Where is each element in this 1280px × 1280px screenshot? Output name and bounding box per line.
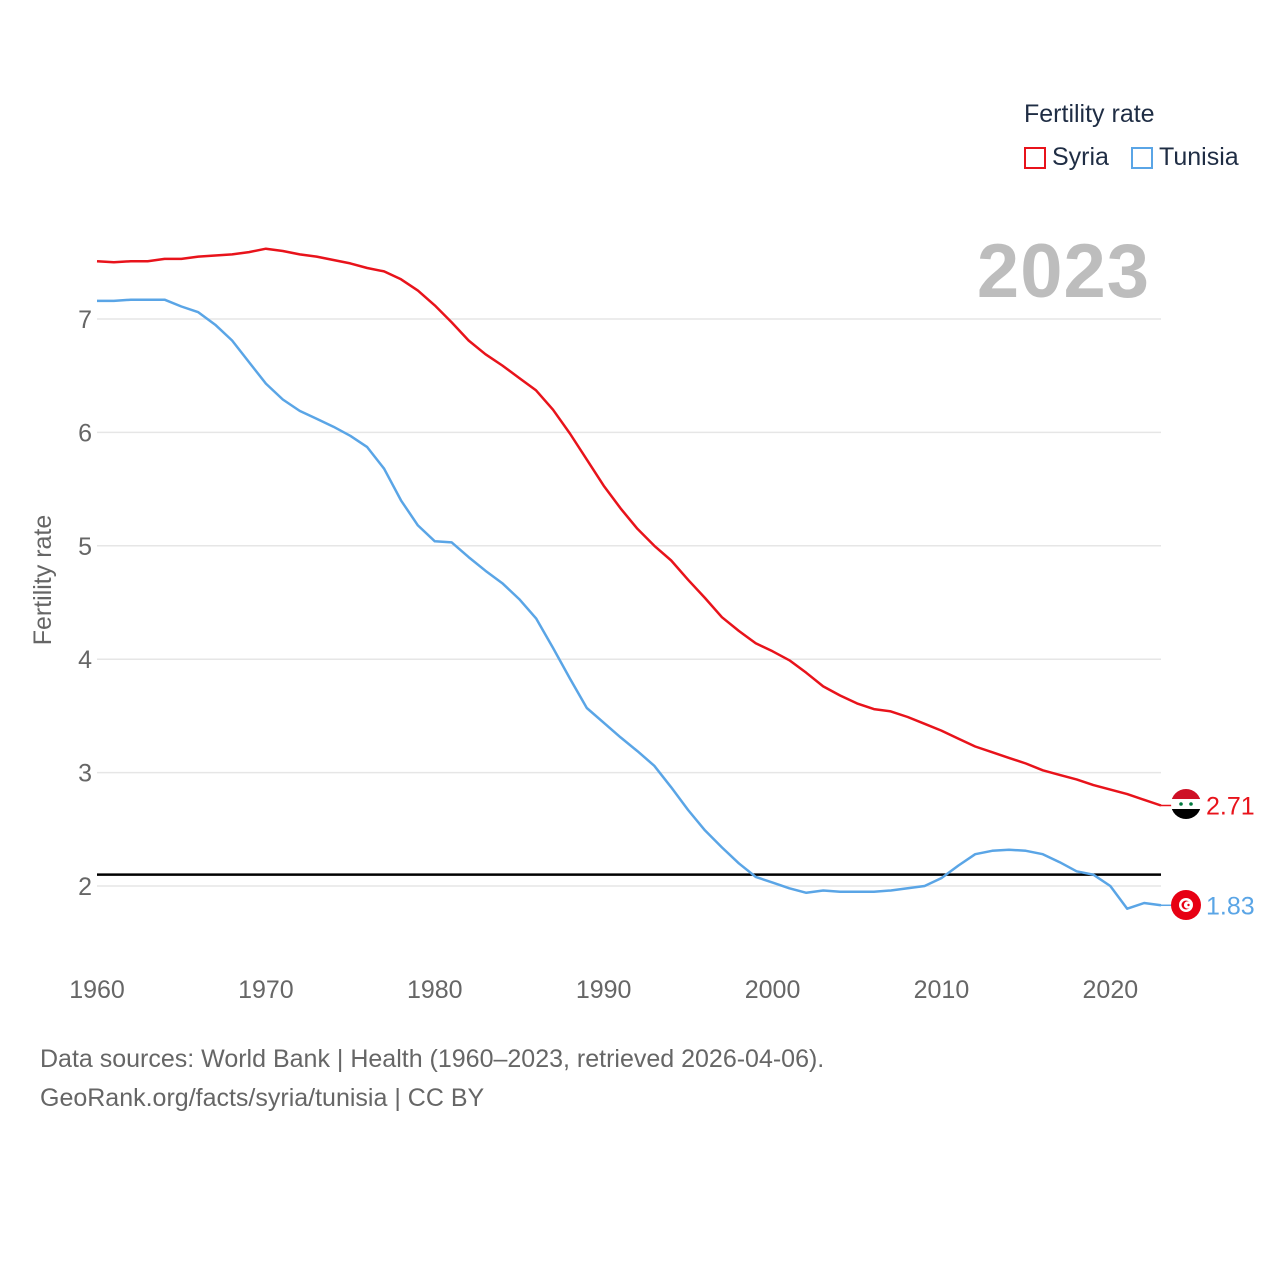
end-value-label-tunisia: 1.83 — [1206, 892, 1255, 920]
y-tick-label-6: 6 — [78, 419, 92, 447]
x-tick-label-1980: 1980 — [407, 976, 463, 1004]
x-tick-label-1960: 1960 — [69, 976, 125, 1004]
legend-swatch-tunisia — [1131, 146, 1153, 169]
x-tick-label-1990: 1990 — [576, 976, 632, 1004]
y-axis-label: Fertility rate — [29, 515, 57, 646]
syria-flag-icon — [1171, 789, 1201, 819]
legend-title: Fertility rate — [1024, 100, 1155, 128]
tunisia-flag-icon — [1171, 890, 1201, 920]
y-tick-label-4: 4 — [78, 646, 92, 674]
y-tick-label-2: 2 — [78, 873, 92, 901]
series-line-syria — [96, 247, 1162, 807]
legend-item-syria[interactable]: Syria — [1024, 143, 1109, 172]
y-tick-label-7: 7 — [78, 306, 92, 334]
footer-attribution: GeoRank.org/facts/syria/tunisia | CC BY — [40, 1084, 485, 1112]
x-tick-label-1970: 1970 — [238, 976, 294, 1004]
legend-label-tunisia: Tunisia — [1159, 143, 1239, 171]
y-tick-label-5: 5 — [78, 533, 92, 561]
x-tick-label-2020: 2020 — [1083, 976, 1139, 1004]
y-tick-label-3: 3 — [78, 760, 92, 788]
series-line-tunisia — [97, 298, 1162, 910]
end-value-label-syria: 2.71 — [1206, 792, 1255, 820]
legend-item-tunisia[interactable]: Tunisia — [1131, 143, 1239, 172]
x-tick-label-2010: 2010 — [914, 976, 970, 1004]
legend-label-syria: Syria — [1052, 143, 1109, 171]
legend-swatch-syria — [1024, 146, 1046, 169]
year-watermark: 2023 — [976, 229, 1150, 314]
footer-sources: Data sources: World Bank | Health (1960–… — [40, 1045, 825, 1073]
x-tick-label-2000: 2000 — [745, 976, 801, 1004]
